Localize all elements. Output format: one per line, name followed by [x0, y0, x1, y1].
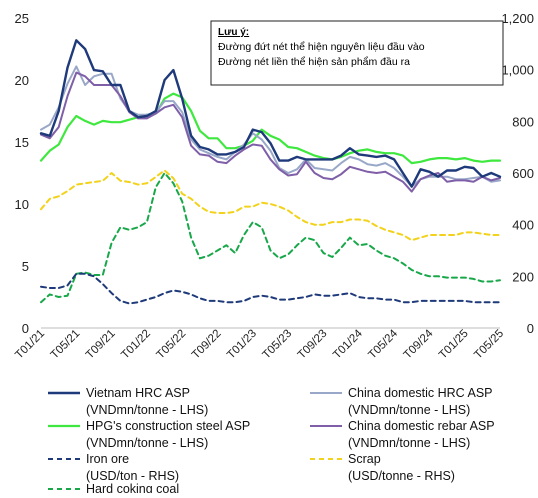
legend-unit-china-domestic-rebar-asp: (VNDmn/tonne - LHS): [348, 436, 470, 450]
y-left-tick-label: 5: [22, 259, 29, 274]
y-right-tick-label: 200: [512, 269, 534, 284]
y-left-tick-label: 10: [15, 197, 29, 212]
y-right-tick-label: 0: [527, 321, 534, 336]
x-tick-label: T09/24: [402, 327, 436, 361]
series-line-scrap: [40, 169, 501, 242]
y-left-tick-label: 0: [22, 321, 29, 336]
series-lines: [39, 39, 502, 305]
legend-label-china-domestic-hrc-asp: China domestic HRC ASP: [348, 386, 493, 400]
legend-label-iron-ore: Iron ore: [86, 452, 129, 466]
y-right-tick-label: 800: [512, 114, 534, 129]
x-tick-label: T01/23: [225, 328, 259, 362]
y-left-tick-label: 25: [15, 11, 29, 26]
x-tick-label: T05/25: [472, 328, 506, 362]
x-tick-label: T09/23: [296, 328, 330, 362]
x-tick-label: T05/21: [49, 328, 83, 362]
note-title: Lưu ý:: [218, 27, 249, 38]
x-tick-label: T09/21: [84, 328, 118, 362]
y-right-tick-label: 600: [512, 166, 534, 181]
legend-unit-china-domestic-hrc-asp: (VNDmn/tonne - LHS): [348, 403, 470, 417]
x-tick-label: T01/24: [331, 327, 365, 361]
legend-unit-hpg-s-construction-steel-asp: (VNDmn/tonne - LHS): [86, 436, 208, 450]
y-right-tick-label: 1,000: [501, 63, 534, 78]
series-line-hard-coking-coal: [40, 172, 501, 304]
legend-label-hard-coking-coal: Hard coking coal: [86, 482, 179, 493]
legend-label-scrap: Scrap: [348, 452, 381, 466]
x-tick-label: T09/22: [190, 328, 224, 362]
x-tick-label: T01/21: [13, 328, 47, 362]
y-right-tick-labels: 0 200 400 600 800 1,000 1,200: [501, 11, 534, 336]
x-tick-label: T05/22: [155, 328, 189, 362]
y-left-tick-label: 20: [15, 73, 29, 88]
x-tick-label: T05/23: [260, 328, 294, 362]
note-line-2: Đường nét liền thể hiện sản phẩm đầu ra: [218, 56, 410, 68]
legend-label-china-domestic-rebar-asp: China domestic rebar ASP: [348, 419, 495, 433]
y-right-tick-label: 1,200: [501, 11, 534, 26]
x-tick-label: T05/24: [366, 327, 400, 361]
y-left-tick-labels: 0 5 10 15 20 25: [15, 11, 29, 336]
series-line-china-domestic-rebar-asp: [40, 71, 501, 193]
y-left-tick-label: 15: [15, 135, 29, 150]
series-line-vietnam-hrc-asp: [39, 39, 502, 188]
x-tick-label: T01/25: [437, 328, 471, 362]
note-box: Lưu ý: Đường đứt nét thể hiện nguyên liệ…: [210, 20, 504, 86]
legend-unit-scrap: (USD/tonne - RHS): [348, 469, 455, 483]
note-line-1: Đường đứt nét thể hiện nguyên liệu đầu v…: [218, 41, 425, 53]
legend-unit-vietnam-hrc-asp: (VNDmn/tonne - LHS): [86, 403, 208, 417]
series-line-iron-ore: [40, 272, 501, 305]
legend-label-vietnam-hrc-asp: Vietnam HRC ASP: [86, 386, 190, 400]
y-right-tick-label: 400: [512, 218, 534, 233]
x-tick-label: T01/22: [119, 328, 153, 362]
series-line-hpg-s-construction-steel-asp: [39, 92, 502, 165]
legend: Vietnam HRC ASP (VNDmn/tonne - LHS) China …: [48, 386, 495, 496]
legend-unit-iron-ore: (USD/ton - RHS): [86, 469, 179, 483]
legend-label-hpg-s-construction-steel-asp: HPG's construction steel ASP: [86, 419, 250, 433]
x-tick-labels: T01/21 T05/21 T09/21 T01/22 T05/22 T09/22 T01/…: [13, 327, 506, 361]
